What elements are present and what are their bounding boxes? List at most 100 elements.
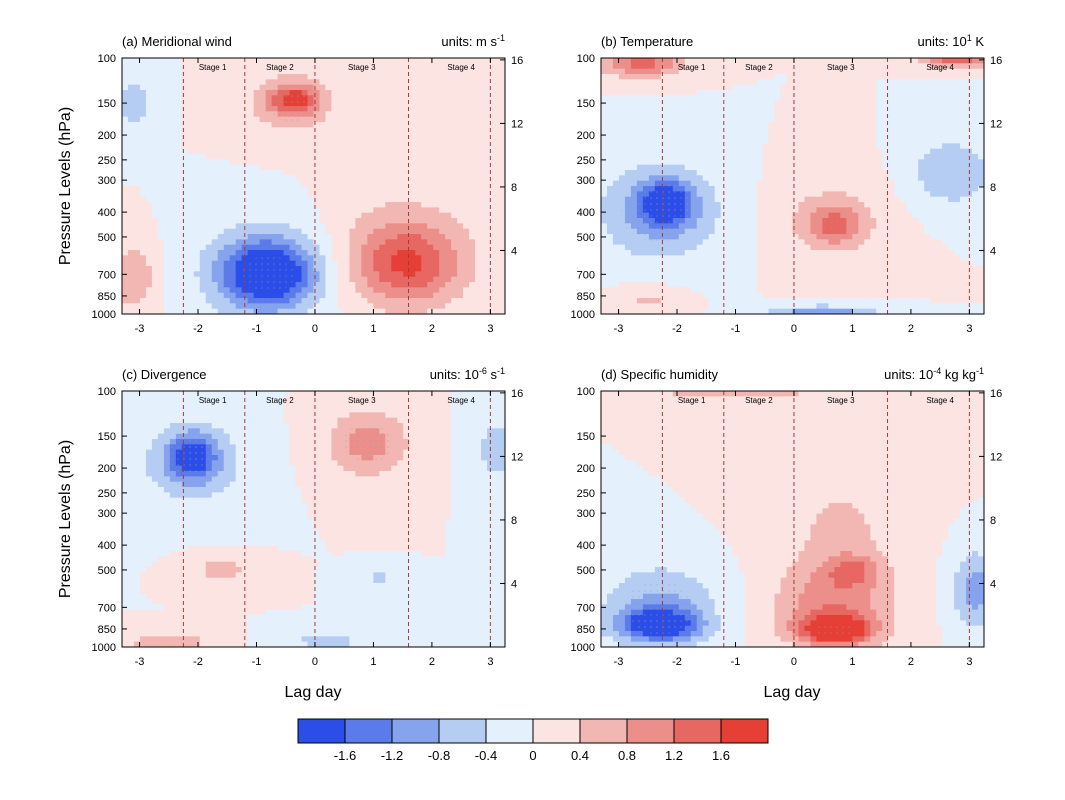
heat-cell (223, 202, 231, 208)
heat-cell (642, 244, 650, 251)
heat-cell (768, 292, 776, 299)
heat-cell (463, 68, 470, 75)
heat-cell (732, 132, 740, 139)
heat-cell (223, 228, 231, 235)
heat-cell (427, 148, 434, 155)
heat-cell (606, 260, 614, 267)
heat-cell (702, 138, 710, 144)
heat-cell (678, 180, 686, 187)
heat-cell (738, 132, 746, 139)
heat-cell (319, 239, 327, 246)
heat-cell (433, 63, 440, 70)
heat-cell (618, 74, 626, 80)
heat-cell (145, 90, 153, 96)
heat-cell (313, 159, 321, 166)
heat-cell (283, 159, 291, 166)
heat-cell (451, 90, 458, 96)
heat-cell (343, 180, 351, 187)
heat-cell (391, 260, 398, 267)
heat-cell (487, 164, 494, 171)
heat-cell (636, 239, 644, 246)
heat-cell (145, 260, 153, 267)
heat-cell (756, 159, 764, 166)
heat-cell (421, 292, 428, 299)
heat-cell (678, 106, 686, 112)
heat-cell (181, 234, 189, 240)
heat-cell (750, 218, 758, 224)
heat-cell (229, 127, 237, 134)
heat-cell (139, 100, 147, 107)
heat-cell (768, 138, 776, 144)
heat-cell (122, 84, 129, 91)
heat-cell (253, 100, 261, 107)
heat-cell (253, 74, 261, 80)
heat-cell (750, 271, 758, 278)
heat-cell (475, 175, 482, 182)
heat-cell (732, 180, 740, 187)
heat-cell (199, 271, 207, 278)
heat-cell (415, 207, 422, 214)
heat-cell (469, 116, 476, 123)
heat-cell (654, 164, 662, 171)
heat-cell (379, 170, 386, 176)
heat-cell (708, 292, 716, 299)
heat-cell (325, 287, 333, 294)
heat-cell (726, 212, 734, 219)
heat-cell (415, 255, 422, 262)
heat-cell (349, 138, 356, 144)
heat-cell (259, 164, 267, 171)
heat-cell (457, 170, 464, 176)
heat-cell (235, 122, 243, 128)
heat-cell (726, 154, 734, 160)
heat-cell (780, 271, 788, 278)
heat-cell (439, 298, 446, 304)
heat-cell (642, 303, 650, 310)
heat-cell (295, 154, 303, 160)
heat-cell (379, 239, 386, 246)
heat-cell (211, 234, 219, 240)
heat-cell (259, 170, 267, 176)
heat-cell (433, 234, 440, 240)
heat-cell (708, 239, 716, 246)
heat-cell (624, 260, 632, 267)
heat-cell (696, 106, 704, 112)
heat-cell (445, 212, 452, 219)
heat-cell (630, 100, 638, 107)
heat-cell (409, 111, 416, 118)
heat-cell (493, 68, 500, 75)
heat-cell (205, 287, 213, 294)
heat-cell (265, 138, 273, 144)
heat-cell (756, 148, 764, 155)
heat-cell (361, 255, 368, 262)
heat-cell (612, 180, 620, 187)
heat-cell (618, 255, 626, 262)
heat-cell (295, 244, 303, 251)
heat-cell (355, 223, 362, 230)
heat-cell (708, 122, 716, 128)
heat-cell (181, 271, 189, 278)
heat-cell (193, 255, 201, 262)
heat-cell (391, 255, 398, 262)
heat-cell (750, 298, 758, 304)
heat-cell (684, 175, 692, 182)
heat-cell (690, 122, 698, 128)
heat-cell (606, 186, 614, 192)
heat-cell (726, 122, 734, 128)
heat-cell (642, 90, 650, 96)
heat-cell (750, 111, 758, 118)
heat-cell (391, 159, 398, 166)
heat-cell (421, 212, 428, 219)
heat-cell (271, 239, 279, 246)
heat-cell (391, 154, 398, 160)
heat-cell (463, 223, 470, 230)
heat-cell (774, 180, 782, 187)
heat-cell (690, 95, 698, 102)
heat-cell (139, 95, 147, 102)
heat-cell (732, 143, 740, 150)
heat-cell (223, 255, 231, 262)
heat-cell (361, 303, 368, 310)
heat-cell (828, 95, 835, 102)
heat-cell (828, 132, 835, 139)
heat-cell (834, 90, 841, 96)
heat-cell (397, 266, 404, 272)
